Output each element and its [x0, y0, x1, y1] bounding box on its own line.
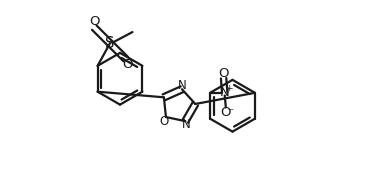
Text: S: S: [105, 36, 115, 51]
Text: O: O: [123, 58, 133, 71]
Text: O: O: [159, 115, 168, 128]
Text: O: O: [89, 15, 100, 28]
Text: N: N: [220, 86, 229, 99]
Text: O: O: [219, 67, 229, 80]
Text: O: O: [221, 106, 231, 119]
Text: N: N: [182, 118, 191, 131]
Text: ⁻: ⁻: [228, 106, 234, 119]
Text: N: N: [178, 79, 186, 92]
Text: +: +: [225, 84, 232, 93]
